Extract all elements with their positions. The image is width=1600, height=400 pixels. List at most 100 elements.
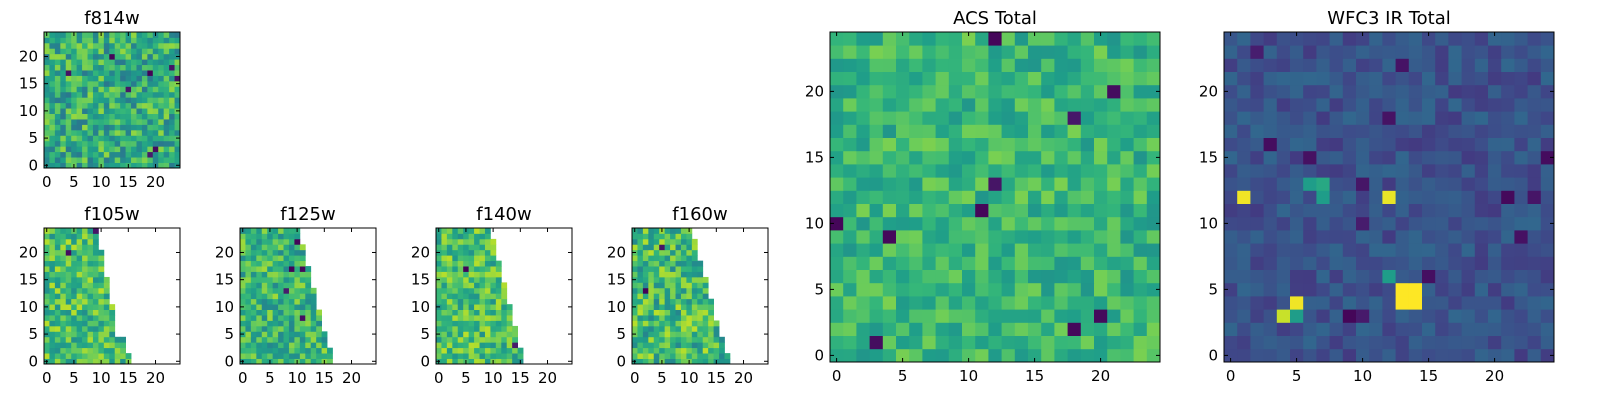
heatmap-cell [114, 119, 121, 125]
heatmap-cell [141, 102, 148, 109]
heatmap-cell [697, 347, 704, 354]
heatmap-cell [54, 70, 61, 76]
heatmap-cell [436, 336, 442, 343]
heatmap-cell [1133, 84, 1148, 99]
heatmap-cell [92, 140, 99, 147]
heatmap-cell [691, 304, 698, 310]
heatmap-cell [896, 45, 910, 59]
heatmap-cell [501, 298, 508, 305]
heatmap-cell [1488, 124, 1502, 138]
heatmap-cell [988, 203, 1002, 218]
heatmap-cell [702, 276, 709, 283]
heatmap-cell [76, 266, 83, 272]
heatmap-cell [1408, 282, 1423, 297]
heatmap-cell [120, 135, 126, 142]
heatmap-cell [882, 282, 897, 297]
heatmap-cell [44, 342, 50, 349]
heatmap-cell [1133, 309, 1148, 323]
heatmap-cell [457, 228, 464, 234]
heatmap-cell [675, 266, 682, 272]
heatmap-cell [1474, 322, 1489, 336]
heatmap-cell [1435, 269, 1449, 284]
heatmap-cell [1290, 124, 1304, 138]
heatmap-cell [948, 45, 963, 59]
heatmap-cell [49, 304, 56, 310]
heatmap-cell [1080, 84, 1095, 99]
heatmap-cell [272, 315, 279, 321]
heatmap-cell [1422, 203, 1436, 218]
heatmap-cell [468, 309, 475, 316]
heatmap-cell [1067, 164, 1082, 178]
heatmap-cells [830, 32, 1161, 363]
x-tick-label: 10 [92, 369, 111, 387]
heatmap-cell [490, 249, 497, 256]
heatmap-cell [1224, 150, 1238, 165]
heatmap-cell [637, 353, 644, 359]
heatmap-cell [1540, 58, 1555, 72]
heatmap-cell [169, 64, 175, 71]
heatmap-cell [675, 309, 682, 316]
heatmap-cell [988, 177, 1002, 191]
heatmap-cell [642, 287, 649, 294]
heatmap-cell [125, 124, 132, 131]
heatmap-cell [1224, 230, 1238, 244]
heatmap-cell [702, 309, 709, 316]
heatmap-cell [54, 48, 61, 55]
heatmap-cell [76, 151, 83, 158]
heatmap-cell [1094, 137, 1108, 152]
heatmap-cell [141, 91, 148, 98]
heatmap-cell [664, 276, 671, 283]
heatmap-cell [120, 353, 126, 359]
heatmap-cell [922, 137, 936, 152]
heatmap-cell [1448, 111, 1462, 125]
heatmap-cell [935, 111, 950, 125]
heatmap-cell [131, 119, 137, 125]
heatmap-cell [250, 266, 257, 272]
heatmap-cell [457, 325, 464, 332]
heatmap-cell [1014, 164, 1029, 178]
heatmap-cell [103, 298, 110, 305]
heatmap-cell [653, 287, 660, 294]
x-tick-label: 15 [707, 369, 726, 387]
heatmap-cell [856, 71, 870, 86]
heatmap-cell [1146, 296, 1161, 310]
heatmap-cell [1224, 243, 1238, 257]
heatmap-cell [452, 287, 459, 294]
heatmap-cell [1054, 190, 1068, 204]
heatmap-cell [691, 336, 698, 343]
heatmap-cell [1356, 322, 1370, 336]
heatmap-cell [60, 287, 67, 294]
heatmap-cell [659, 342, 666, 349]
heatmap-cell [44, 140, 50, 147]
heatmap-cell [1540, 111, 1555, 125]
heatmap-cell [1422, 177, 1436, 191]
heatmap-cell [1514, 71, 1528, 86]
heatmap-cell [109, 129, 116, 136]
heatmap-cell [1094, 177, 1108, 191]
heatmap-cell [1369, 309, 1383, 323]
heatmap-cell [691, 244, 698, 251]
heatmap-cell [670, 353, 676, 359]
heatmap-cell [114, 53, 121, 60]
heatmap-cell [288, 266, 295, 272]
heatmap-cell [637, 260, 644, 267]
heatmap-cell [245, 336, 252, 343]
heatmap-cell [830, 230, 844, 244]
heatmap-cell [283, 320, 290, 327]
y-tick-label: 10 [805, 214, 824, 232]
heatmap-cell [1290, 230, 1304, 244]
heatmap-cell [670, 320, 676, 327]
heatmap-cell [92, 53, 99, 60]
heatmap-cell [82, 309, 88, 316]
heatmap-cell [1395, 322, 1410, 336]
heatmap-cell [1329, 45, 1344, 59]
heatmap-cell [452, 342, 459, 349]
heatmap-cell [869, 71, 884, 86]
heatmap-cell [1014, 243, 1029, 257]
heatmap-cell [174, 48, 181, 55]
heatmap-cell [1329, 203, 1344, 218]
heatmap-cell [1120, 348, 1134, 363]
heatmap-cell [1094, 111, 1108, 125]
heatmap-cell [1514, 230, 1528, 244]
heatmap-cell [76, 244, 83, 251]
